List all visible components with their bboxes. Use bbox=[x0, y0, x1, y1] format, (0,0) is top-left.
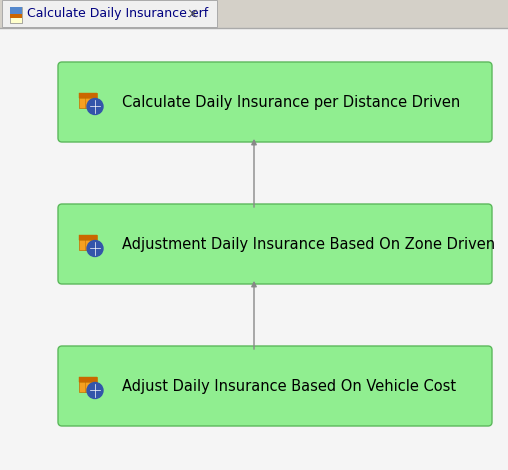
FancyBboxPatch shape bbox=[2, 0, 217, 27]
Text: Adjust Daily Insurance Based On Vehicle Cost: Adjust Daily Insurance Based On Vehicle … bbox=[122, 378, 456, 393]
Text: Calculate Daily Insurance per Distance Driven: Calculate Daily Insurance per Distance D… bbox=[122, 94, 460, 110]
FancyBboxPatch shape bbox=[10, 7, 22, 14]
FancyBboxPatch shape bbox=[0, 0, 508, 28]
Circle shape bbox=[87, 99, 103, 115]
FancyBboxPatch shape bbox=[58, 62, 492, 142]
FancyBboxPatch shape bbox=[79, 93, 97, 98]
FancyBboxPatch shape bbox=[10, 7, 22, 23]
FancyBboxPatch shape bbox=[79, 376, 97, 382]
FancyBboxPatch shape bbox=[79, 93, 97, 108]
FancyBboxPatch shape bbox=[79, 235, 97, 240]
Circle shape bbox=[87, 383, 103, 399]
FancyBboxPatch shape bbox=[58, 204, 492, 284]
Circle shape bbox=[87, 241, 103, 257]
Text: Adjustment Daily Insurance Based On Zone Driven: Adjustment Daily Insurance Based On Zone… bbox=[122, 236, 495, 251]
Text: ×: × bbox=[186, 7, 198, 21]
FancyBboxPatch shape bbox=[79, 376, 97, 392]
FancyBboxPatch shape bbox=[58, 346, 492, 426]
FancyBboxPatch shape bbox=[10, 14, 22, 18]
Text: Calculate Daily Insurance.erf: Calculate Daily Insurance.erf bbox=[27, 8, 208, 21]
FancyBboxPatch shape bbox=[79, 235, 97, 250]
FancyBboxPatch shape bbox=[0, 28, 508, 470]
